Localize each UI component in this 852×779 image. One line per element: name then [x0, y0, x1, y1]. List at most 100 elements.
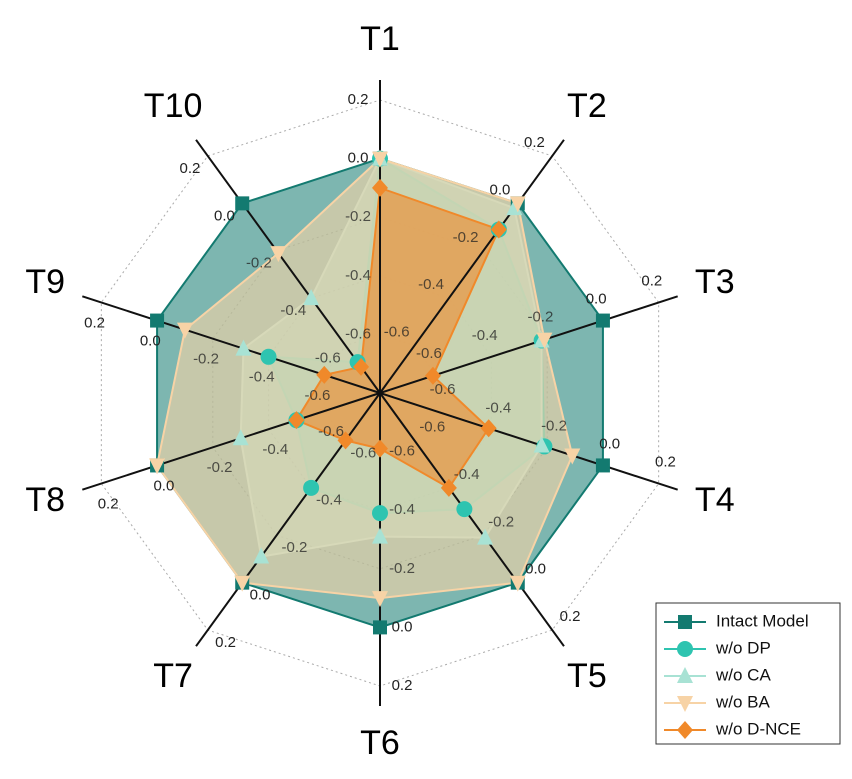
tick-label: 0.2	[655, 454, 676, 471]
tick-label: -0.6	[389, 443, 415, 460]
data-point	[536, 332, 553, 349]
tick-label: 0.0	[392, 618, 413, 635]
axis-label: T6	[360, 724, 400, 762]
data-point	[303, 479, 320, 496]
data-point	[316, 365, 333, 384]
legend-marker	[678, 615, 692, 629]
tick-label: -0.4	[316, 492, 342, 509]
legend-label: w/o D-NCE	[715, 719, 801, 738]
tick-label: 0.2	[98, 495, 119, 512]
tick-label: 0.0	[525, 561, 546, 578]
legend-marker	[677, 696, 693, 712]
tick-label: 0.0	[140, 332, 161, 349]
legend: Intact Model w/o DP w/o CA w/o BA w/o D-NCE	[655, 602, 841, 745]
data-point	[440, 478, 457, 497]
tick-label: -0.2	[389, 560, 415, 577]
data-point	[480, 419, 497, 438]
tick-label: 0.2	[84, 314, 105, 331]
data-point	[372, 527, 388, 544]
axis-label: T9	[25, 263, 65, 301]
tick-label: -0.2	[345, 208, 371, 225]
data-point	[372, 151, 388, 168]
tick-label: -0.6	[416, 345, 442, 362]
tick-label: -0.4	[472, 327, 498, 344]
data-point	[303, 289, 320, 306]
tick-label: 0.2	[641, 273, 662, 290]
tick-label: -0.6	[384, 324, 410, 341]
tick-label: 0.0	[153, 477, 174, 494]
tick-label: -0.6	[318, 423, 344, 440]
legend-marker	[677, 667, 693, 683]
data-point	[372, 505, 388, 522]
data-point	[288, 411, 305, 430]
axis-label: T3	[695, 263, 735, 301]
tick-label: -0.6	[345, 325, 371, 342]
tick-label: -0.6	[419, 418, 445, 435]
legend-marker	[677, 641, 693, 657]
tick-label: -0.2	[527, 309, 553, 326]
data-point	[564, 448, 581, 465]
tick-label: -0.2	[193, 351, 219, 368]
tick-label: 0.2	[392, 677, 413, 694]
legend-label: w/o CA	[715, 665, 771, 684]
data-point	[253, 547, 270, 564]
tick-label: 0.0	[490, 181, 511, 198]
tick-label: 0.2	[524, 134, 545, 151]
legend-label: w/o BA	[715, 692, 771, 711]
data-point	[372, 178, 388, 197]
tick-label: -0.2	[541, 417, 567, 434]
tick-label: -0.4	[262, 441, 288, 458]
tick-label: -0.4	[280, 302, 306, 319]
tick-label: -0.2	[282, 539, 308, 556]
data-point	[235, 339, 252, 356]
axis-line	[379, 392, 678, 491]
axis-label: T5	[567, 657, 607, 695]
data-point	[533, 436, 550, 453]
axis-line	[195, 139, 381, 394]
legend-label: Intact Model	[716, 611, 809, 630]
axis-label: T2	[567, 87, 607, 125]
axis-line	[195, 392, 381, 647]
tick-label: -0.4	[454, 466, 480, 483]
tick-label: -0.2	[488, 513, 514, 530]
data-point	[353, 357, 370, 376]
data-point	[490, 220, 507, 239]
data-point	[337, 431, 354, 450]
tick-label: 0.0	[586, 291, 607, 308]
tick-label: -0.4	[418, 276, 444, 293]
data-point	[595, 458, 610, 473]
tick-label: 0.2	[180, 160, 201, 177]
tick-label: -0.4	[345, 267, 371, 284]
data-point	[150, 313, 165, 328]
tick-label: 0.2	[560, 608, 581, 625]
data-point	[456, 501, 473, 518]
tick-label: -0.2	[246, 255, 272, 272]
tick-label: 0.0	[348, 150, 369, 167]
tick-label: -0.4	[485, 399, 511, 416]
data-point	[509, 575, 526, 592]
legend-marker	[677, 721, 693, 739]
data-point	[373, 620, 387, 635]
axis-label: T8	[25, 481, 65, 519]
data-point	[270, 246, 287, 263]
tick-label: -0.6	[350, 444, 376, 461]
axis-label: T4	[695, 481, 735, 519]
data-point	[372, 439, 388, 458]
tick-label: 0.0	[214, 207, 235, 224]
tick-label: -0.6	[315, 349, 341, 366]
axis-label: T1	[360, 20, 400, 58]
tick-label: 0.0	[599, 435, 620, 452]
data-point	[176, 322, 193, 339]
data-point	[234, 575, 251, 592]
data-point	[232, 429, 249, 446]
axis-line	[379, 392, 565, 647]
tick-label: 0.0	[250, 587, 271, 604]
data-point	[235, 196, 250, 211]
axis-label: T10	[144, 87, 203, 125]
legend-label: w/o DP	[715, 638, 771, 657]
axis-label: T7	[153, 657, 193, 695]
data-point	[424, 366, 441, 385]
tick-label: -0.6	[430, 381, 456, 398]
tick-label: 0.2	[348, 91, 369, 108]
